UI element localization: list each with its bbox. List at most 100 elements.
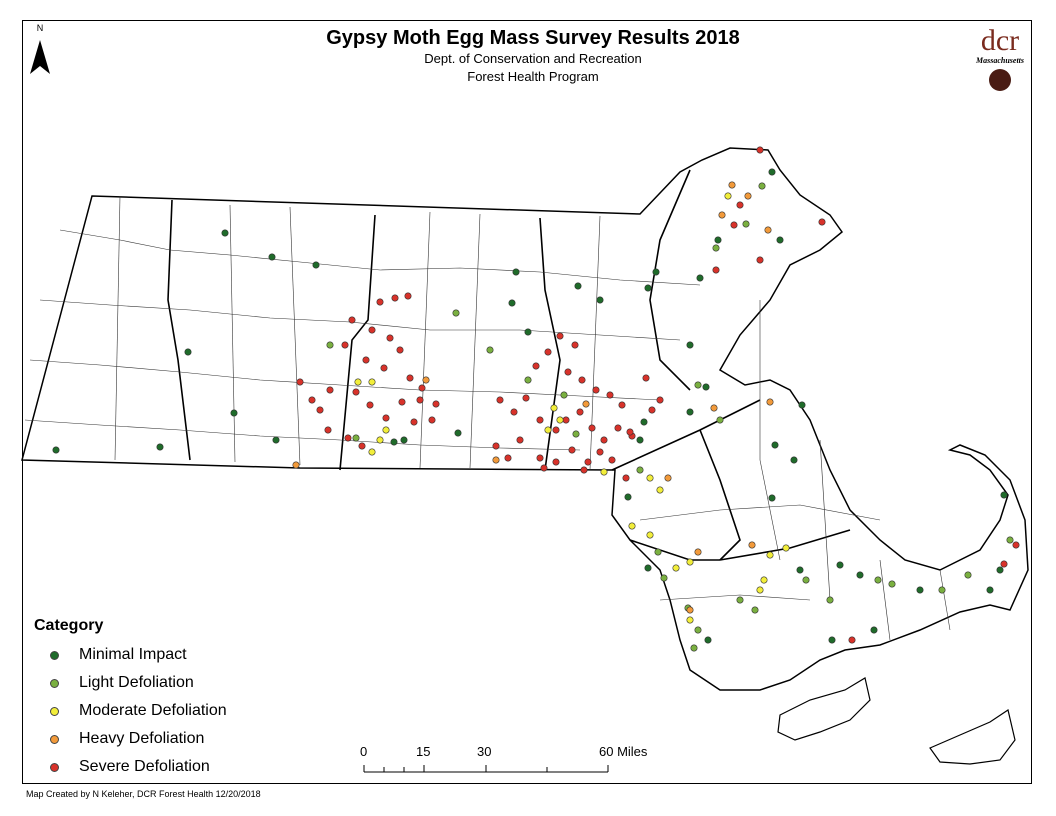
survey-point xyxy=(312,261,320,269)
survey-point xyxy=(221,229,229,237)
survey-point xyxy=(572,430,580,438)
survey-point xyxy=(184,348,192,356)
survey-point xyxy=(272,436,280,444)
north-label: N xyxy=(36,23,44,33)
survey-point xyxy=(352,434,360,442)
survey-point xyxy=(686,341,694,349)
survey-point xyxy=(736,596,744,604)
survey-point xyxy=(358,442,366,450)
survey-point xyxy=(916,586,924,594)
survey-point xyxy=(568,446,576,454)
survey-point xyxy=(492,456,500,464)
survey-point xyxy=(564,368,572,376)
survey-point xyxy=(574,282,582,290)
survey-point xyxy=(636,436,644,444)
survey-point xyxy=(376,436,384,444)
survey-point xyxy=(410,418,418,426)
survey-point xyxy=(386,334,394,342)
survey-point xyxy=(406,374,414,382)
survey-point xyxy=(646,474,654,482)
survey-point xyxy=(578,376,586,384)
scale-tick-60: 60 Miles xyxy=(599,744,648,759)
survey-point xyxy=(600,468,608,476)
survey-point xyxy=(694,626,702,634)
survey-point xyxy=(368,448,376,456)
survey-point xyxy=(608,456,616,464)
survey-point xyxy=(748,541,756,549)
survey-point xyxy=(636,466,644,474)
survey-point xyxy=(736,201,744,209)
survey-point xyxy=(544,348,552,356)
survey-point xyxy=(354,378,362,386)
survey-point xyxy=(996,566,1004,574)
survey-point xyxy=(606,391,614,399)
survey-point xyxy=(728,181,736,189)
survey-point xyxy=(324,426,332,434)
survey-point xyxy=(510,408,518,416)
survey-point xyxy=(524,328,532,336)
survey-point xyxy=(730,221,738,229)
survey-point xyxy=(826,596,834,604)
legend-label: Severe Defoliation xyxy=(79,758,210,775)
survey-point xyxy=(416,396,424,404)
survey-point xyxy=(756,586,764,594)
survey-point xyxy=(848,636,856,644)
survey-point xyxy=(694,548,702,556)
survey-point xyxy=(352,388,360,396)
survey-point xyxy=(644,564,652,572)
legend-item-heavy: Heavy Defoliation xyxy=(50,729,204,749)
survey-point xyxy=(418,384,426,392)
survey-point xyxy=(704,636,712,644)
survey-point xyxy=(642,374,650,382)
survey-point xyxy=(628,522,636,530)
survey-point xyxy=(724,192,732,200)
legend-label: Minimal Impact xyxy=(79,646,187,663)
scale-tick-30: 30 xyxy=(477,744,492,759)
survey-point xyxy=(326,341,334,349)
survey-point xyxy=(391,294,399,302)
survey-point xyxy=(660,574,668,582)
logo-text: dcr xyxy=(980,24,1020,57)
survey-point xyxy=(640,418,648,426)
survey-point xyxy=(1000,560,1008,568)
survey-point xyxy=(1000,491,1008,499)
survey-point xyxy=(766,551,774,559)
survey-point xyxy=(760,576,768,584)
map-title: Gypsy Moth Egg Mass Survey Results 2018 xyxy=(326,27,740,49)
survey-point xyxy=(686,606,694,614)
legend-item-moderate: Moderate Defoliation xyxy=(50,701,227,721)
legend-dot-icon xyxy=(50,678,59,688)
marthas-vineyard xyxy=(777,677,871,741)
survey-point xyxy=(618,401,626,409)
survey-point xyxy=(986,586,994,594)
survey-point xyxy=(390,438,398,446)
survey-point xyxy=(536,454,544,462)
survey-point xyxy=(582,400,590,408)
survey-point xyxy=(818,218,826,226)
survey-point xyxy=(454,429,462,437)
legend-dot-icon xyxy=(50,734,59,744)
survey-point xyxy=(790,456,798,464)
survey-point xyxy=(828,636,836,644)
survey-point xyxy=(348,316,356,324)
legend-dot-icon xyxy=(50,650,59,660)
survey-point xyxy=(742,220,750,228)
survey-point xyxy=(382,414,390,422)
survey-point xyxy=(686,558,694,566)
survey-point xyxy=(366,401,374,409)
survey-point xyxy=(292,461,300,469)
survey-point xyxy=(756,146,764,154)
survey-point xyxy=(624,493,632,501)
survey-point xyxy=(716,416,724,424)
survey-point xyxy=(576,408,584,416)
survey-point xyxy=(686,408,694,416)
survey-point xyxy=(268,253,276,261)
survey-point xyxy=(694,381,702,389)
survey-point xyxy=(758,182,766,190)
survey-point xyxy=(532,362,540,370)
survey-point xyxy=(400,436,408,444)
survey-point xyxy=(744,192,752,200)
survey-point xyxy=(714,236,722,244)
survey-point xyxy=(656,486,664,494)
